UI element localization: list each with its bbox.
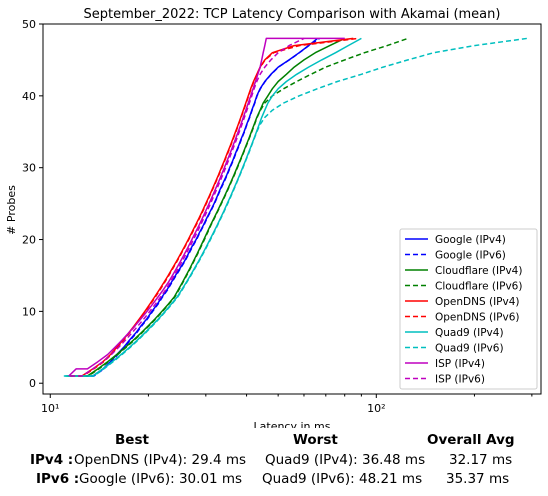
series-line-1	[83, 37, 321, 377]
y-tick-label-3: 30	[22, 162, 36, 175]
series-line-0	[81, 37, 318, 377]
x-tick-label-0: 10¹	[41, 402, 59, 415]
y-tick-label-4: 40	[22, 90, 36, 103]
series-line-3	[67, 37, 409, 377]
legend-box	[399, 228, 538, 390]
latency-chart: September_2022: TCP Latency Comparison w…	[5, 7, 542, 428]
legend-label-9: ISP (IPv6)	[435, 374, 485, 386]
ipv6-best: Google (IPv6): 30.01 ms	[79, 471, 243, 487]
chart-title: September_2022: TCP Latency Comparison w…	[84, 7, 501, 22]
y-tick-label-1: 10	[22, 305, 36, 318]
y-tick-label-5: 50	[22, 18, 36, 31]
stats-table: Best Worst Overall Avg IPv4 : OpenDNS (I…	[0, 428, 548, 496]
plot-frame	[42, 23, 542, 395]
worst-header: Worst	[293, 432, 338, 448]
series-line-8	[68, 37, 345, 377]
avg-header: Overall Avg	[427, 432, 515, 448]
x-axis-label: Latency in ms	[254, 420, 331, 428]
ipv6-label: IPv6 :	[36, 471, 80, 487]
legend-label-7: Quad9 (IPv6)	[435, 343, 504, 355]
ipv4-best: OpenDNS (IPv4): 29.4 ms	[74, 452, 247, 468]
ipv6-worst: Quad9 (IPv6): 48.21 ms	[262, 471, 423, 487]
x-tick-label-1: 10²	[367, 402, 385, 415]
series-lines	[63, 37, 528, 377]
ipv4-label: IPv4 :	[30, 452, 74, 468]
series-line-7	[65, 37, 528, 377]
ipv6-avg: 35.37 ms	[446, 471, 510, 487]
y-tick-label-0: 0	[29, 377, 36, 390]
legend-label-8: ISP (IPv4)	[435, 358, 485, 370]
legend-label-2: Cloudflare (IPv4)	[435, 265, 522, 277]
series-line-9	[70, 37, 305, 377]
legend: Google (IPv4) Google (IPv6) Cloudflare (IP…	[399, 228, 538, 390]
y-tick-label-2: 20	[22, 234, 36, 247]
ipv4-worst: Quad9 (IPv4): 36.48 ms	[265, 452, 426, 468]
legend-label-6: Quad9 (IPv4)	[435, 327, 504, 339]
best-header: Best	[115, 432, 149, 448]
ipv4-avg: 32.17 ms	[449, 452, 513, 468]
legend-label-4: OpenDNS (IPv4)	[435, 296, 520, 308]
series-line-2	[66, 37, 346, 377]
legend-label-1: Google (IPv6)	[435, 250, 506, 262]
legend-label-3: Cloudflare (IPv6)	[435, 281, 522, 293]
y-axis-label: # Probes	[5, 185, 18, 235]
legend-label-5: OpenDNS (IPv6)	[435, 312, 520, 324]
axes: 0 10 20 30 40 50 10¹ 10²	[22, 18, 533, 415]
legend-label-0: Google (IPv4)	[435, 234, 506, 246]
